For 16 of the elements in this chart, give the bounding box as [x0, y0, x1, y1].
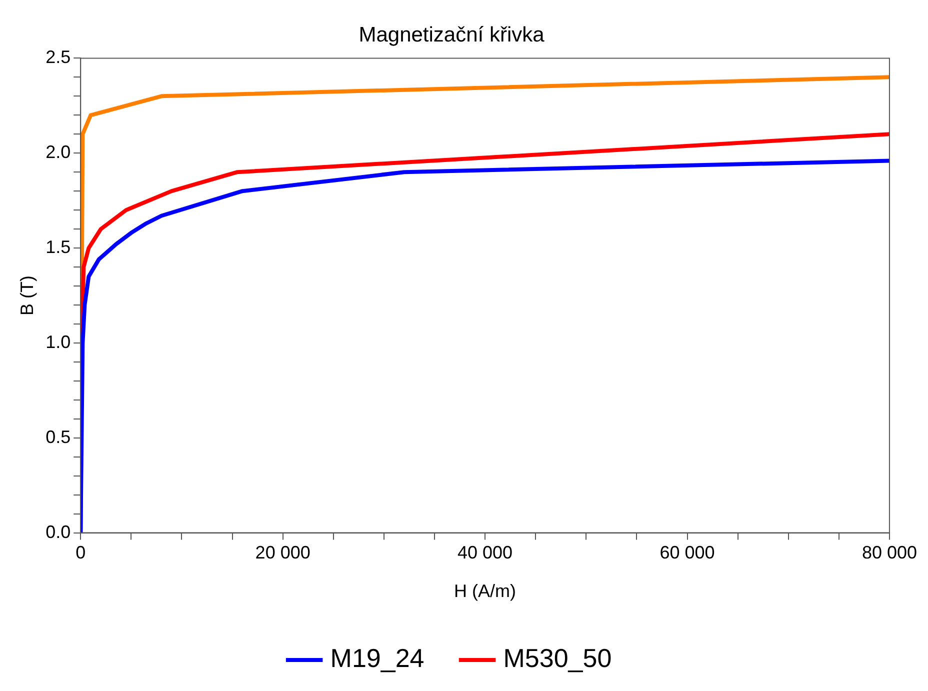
- x-tick-label: 60 000: [660, 542, 715, 563]
- y-tick-label: 1.5: [46, 237, 71, 258]
- legend-label: M530_50: [503, 643, 612, 674]
- x-tick-label: 0: [76, 542, 86, 563]
- x-axis-title: H (A/m): [454, 581, 516, 602]
- y-axis-title: B (T): [16, 276, 37, 316]
- y-tick-label: 2.5: [46, 47, 71, 68]
- y-tick-label: 0.0: [46, 522, 71, 542]
- y-tick-label: 1.0: [46, 332, 71, 352]
- legend-label: M19_24: [330, 643, 424, 674]
- x-tick-label: 20 000: [255, 542, 310, 563]
- chart-title: Magnetizační křivka: [358, 23, 545, 46]
- y-tick-label: 2.0: [46, 142, 71, 162]
- y-tick-label: 0.5: [46, 426, 71, 447]
- x-tick-label: 80 000: [862, 542, 918, 563]
- x-tick-label: 40 000: [458, 542, 513, 563]
